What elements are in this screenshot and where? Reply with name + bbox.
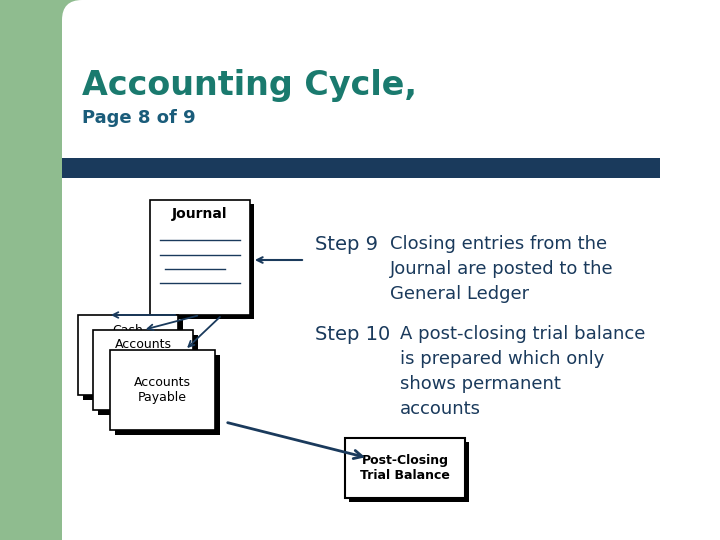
Text: A post-closing trial balance
is prepared which only
shows permanent
accounts: A post-closing trial balance is prepared… xyxy=(400,325,645,418)
Bar xyxy=(0,0,285,150)
Text: Page 8 of 9: Page 8 of 9 xyxy=(82,109,196,127)
Bar xyxy=(154,204,254,319)
Text: Closing entries from the
Journal are posted to the
General Ledger: Closing entries from the Journal are pos… xyxy=(390,235,613,303)
Bar xyxy=(349,442,469,502)
Text: Journal: Journal xyxy=(172,207,228,221)
Bar xyxy=(78,315,178,395)
Bar xyxy=(62,150,720,540)
Bar xyxy=(93,330,193,410)
Text: Accounts
Payable: Accounts Payable xyxy=(134,376,191,404)
Bar xyxy=(0,0,62,540)
Bar xyxy=(62,158,660,178)
Bar xyxy=(83,320,183,400)
FancyBboxPatch shape xyxy=(62,0,720,170)
Text: Step 10: Step 10 xyxy=(315,325,390,344)
Text: Step 9: Step 9 xyxy=(315,235,378,254)
Bar xyxy=(345,438,465,498)
Text: Accounts: Accounts xyxy=(114,339,171,352)
Bar xyxy=(110,350,215,430)
Text: Post-Closing
Trial Balance: Post-Closing Trial Balance xyxy=(360,454,450,482)
Text: Cash: Cash xyxy=(112,323,143,336)
Bar xyxy=(115,355,220,435)
Bar xyxy=(98,335,198,415)
Bar xyxy=(150,200,250,315)
Text: Accounting Cycle,: Accounting Cycle, xyxy=(82,69,417,102)
